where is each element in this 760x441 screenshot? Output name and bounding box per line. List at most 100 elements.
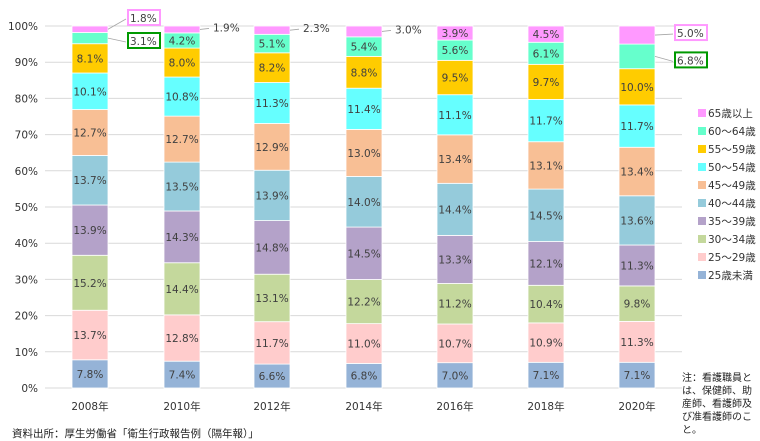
data-label: 7.1%: [624, 370, 651, 382]
data-label: 11.2%: [438, 299, 471, 311]
data-label: 11.4%: [347, 104, 380, 116]
legend-label: 60〜64歳: [708, 126, 756, 138]
bar-segment: [345, 87, 383, 130]
data-label: 12.1%: [529, 258, 562, 270]
y-tick-label: 80%: [15, 93, 38, 105]
x-tick-label: 2008年: [71, 400, 108, 413]
data-label: 14.3%: [165, 232, 198, 244]
data-label: 7.4%: [169, 370, 196, 382]
bar-segment: [436, 323, 474, 364]
bar-segment: [345, 279, 383, 325]
bar-segment: [527, 25, 565, 43]
bar-segment: [345, 129, 383, 177]
data-label: 13.4%: [620, 167, 653, 179]
data-label: 14.4%: [438, 204, 471, 216]
legend-swatch: [698, 163, 706, 171]
bar-segment: [253, 25, 291, 35]
x-tick-label: 2010年: [163, 400, 200, 413]
leader-line: [289, 28, 300, 31]
legend-label: 25歳未満: [708, 270, 753, 282]
data-label: 13.0%: [347, 148, 380, 160]
data-label: 12.2%: [347, 297, 380, 309]
data-label: 6.1%: [533, 48, 560, 60]
y-tick-label: 20%: [15, 311, 38, 323]
data-label: 4.2%: [169, 35, 196, 47]
data-label: 11.7%: [620, 121, 653, 133]
leader-line: [107, 37, 127, 43]
legend-label: 35〜39歳: [708, 216, 756, 228]
bar-segment: [253, 82, 291, 124]
data-label: 10.8%: [165, 92, 198, 104]
data-label: 12.9%: [255, 142, 288, 154]
bar-segment: [436, 94, 474, 136]
bar-segment: [436, 362, 474, 389]
x-tick-label: 2018年: [527, 400, 564, 413]
bar-segment: [618, 320, 656, 363]
bar-segment: [527, 322, 565, 363]
data-label: 8.8%: [351, 67, 378, 79]
data-label: 8.0%: [169, 58, 196, 70]
data-label: 5.6%: [442, 45, 469, 57]
bar-segment: [345, 176, 383, 228]
data-label: 15.2%: [73, 278, 106, 290]
legend-label: 55〜59歳: [708, 144, 756, 156]
x-tick-label: 2016年: [436, 400, 473, 413]
data-label: 3.1%: [130, 36, 157, 48]
legend-swatch: [698, 253, 706, 261]
legend-label: 40〜44歳: [708, 198, 756, 210]
bar-segment: [618, 25, 656, 45]
data-label: 13.5%: [165, 182, 198, 194]
y-tick-label: 30%: [15, 274, 38, 286]
data-label: 14.0%: [347, 197, 380, 209]
data-label: 13.1%: [529, 160, 562, 172]
bar-segment: [163, 210, 201, 264]
bar-segment: [163, 25, 201, 34]
data-label: 10.9%: [529, 338, 562, 350]
data-label: 8.1%: [77, 53, 104, 65]
data-label: 13.7%: [73, 175, 106, 187]
bar-segment: [618, 285, 656, 322]
bar-segment: [436, 182, 474, 236]
legend-swatch: [698, 181, 706, 189]
chart-note: 注：看護職員とは、保健師、助産師、看護師及び准看護師のこと。: [682, 373, 752, 436]
highlight-box: [674, 24, 708, 42]
highlight-box: [127, 9, 161, 26]
x-tick-label: 2020年: [618, 400, 655, 413]
leader-line: [381, 30, 392, 32]
data-label: 6.6%: [259, 371, 286, 383]
data-label: 5.1%: [259, 39, 286, 51]
x-tick-label: 2014年: [345, 400, 382, 413]
data-label: 14.8%: [255, 242, 288, 254]
leader-line: [107, 18, 127, 30]
legend-swatch: [698, 217, 706, 225]
bar-segment: [163, 115, 201, 163]
data-label: 3.0%: [395, 24, 422, 36]
bar-segment: [163, 76, 201, 117]
bar-segment: [618, 146, 656, 197]
bar-segment: [163, 161, 201, 212]
legend-label: 25〜29歳: [708, 252, 756, 264]
data-label: 9.5%: [442, 73, 469, 85]
data-label: 5.4%: [351, 42, 378, 54]
legend-label: 45〜49歳: [708, 180, 756, 192]
legend-swatch: [698, 145, 706, 153]
x-tick-label: 2012年: [253, 400, 290, 413]
bar-segment: [527, 188, 565, 242]
data-label: 13.3%: [438, 254, 471, 266]
legend-label: 30〜34歳: [708, 234, 756, 246]
data-label: 13.1%: [255, 293, 288, 305]
data-label: 14.4%: [165, 284, 198, 296]
data-label: 11.1%: [438, 110, 471, 122]
legend-swatch: [698, 199, 706, 207]
bar-segment: [436, 25, 474, 41]
data-label: 11.7%: [255, 338, 288, 350]
legend-swatch: [698, 235, 706, 243]
data-label: 14.5%: [347, 248, 380, 260]
bar-segment: [618, 68, 656, 106]
data-label: 1.8%: [130, 13, 157, 25]
bar-segment: [163, 314, 201, 362]
bar-segment: [253, 220, 291, 275]
bar-segment: [618, 195, 656, 246]
y-tick-label: 70%: [15, 130, 38, 142]
